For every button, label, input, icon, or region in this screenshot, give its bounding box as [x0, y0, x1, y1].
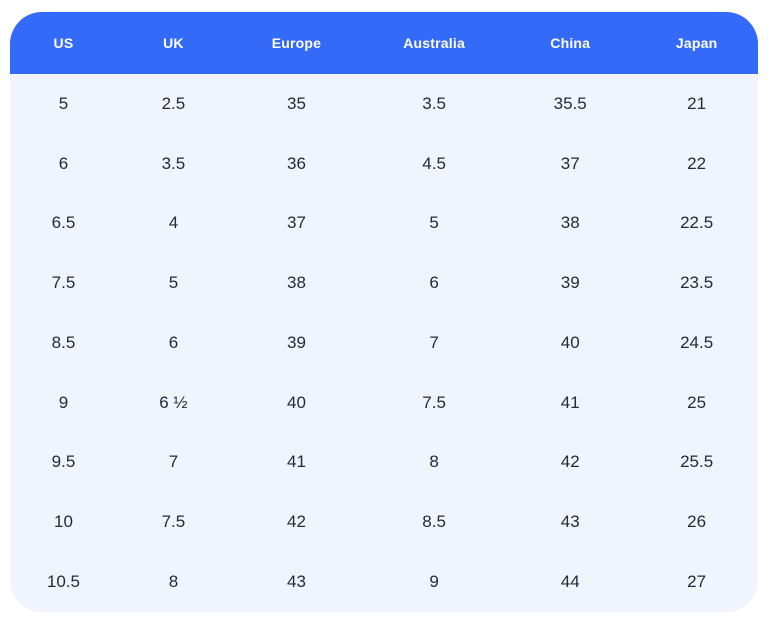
table-row: 10.5 8 43 9 44 27: [10, 552, 758, 612]
table-cell-china: 35.5: [505, 74, 636, 134]
table-cell-us: 10.5: [10, 552, 117, 612]
table-cell-europe: 43: [229, 552, 364, 612]
table-cell-australia: 7.5: [363, 372, 506, 433]
table-cell-japan: 22: [635, 133, 758, 194]
table-row: 9.5 7 41 8 42 25.5: [10, 432, 758, 493]
table-cell-uk: 3.5: [116, 133, 230, 194]
table-cell-japan: 24.5: [635, 313, 758, 373]
column-header-europe: Europe: [229, 12, 364, 74]
table-cell-australia: 6: [363, 253, 506, 314]
table-cell-china: 41: [505, 372, 636, 433]
table-header: US UK Europe Australia China Japan: [10, 12, 758, 74]
table-cell-us: 6.5: [10, 193, 117, 254]
table-cell-china: 43: [505, 492, 636, 553]
table-cell-europe: 36: [229, 133, 364, 194]
table-cell-us: 10: [10, 492, 117, 553]
table-cell-us: 9.5: [10, 432, 117, 493]
table-row: 10 7.5 42 8.5 43 26: [10, 492, 758, 553]
table-header-row: US UK Europe Australia China Japan: [10, 12, 758, 74]
table-body: 5 2.5 35 3.5 35.5 21 6 3.5 36 4.5 37 22 6.5 4 37 5 38 22.…: [10, 74, 758, 612]
table-cell-australia: 4.5: [363, 133, 506, 194]
table-row: 7.5 5 38 6 39 23.5: [10, 253, 758, 314]
column-header-china: China: [505, 12, 636, 74]
table-cell-japan: 21: [635, 74, 758, 134]
table-cell-us: 7.5: [10, 253, 117, 314]
table-cell-australia: 3.5: [363, 74, 506, 134]
table-cell-uk: 7.5: [116, 492, 230, 553]
table-cell-japan: 25.5: [635, 432, 758, 493]
table-row: 5 2.5 35 3.5 35.5 21: [10, 74, 758, 134]
table-cell-europe: 40: [229, 372, 364, 433]
table-cell-uk: 5: [116, 253, 230, 314]
table-cell-china: 42: [505, 432, 636, 493]
column-header-us: US: [10, 12, 117, 74]
table-cell-uk: 2.5: [116, 74, 230, 134]
table-cell-uk: 6: [116, 313, 230, 373]
column-header-australia: Australia: [363, 12, 506, 74]
table-cell-europe: 38: [229, 253, 364, 314]
table-cell-us: 8.5: [10, 313, 117, 373]
table-row: 8.5 6 39 7 40 24.5: [10, 313, 758, 373]
column-header-japan: Japan: [635, 12, 758, 74]
table-cell-us: 5: [10, 74, 117, 134]
table-cell-australia: 8: [363, 432, 506, 493]
table-cell-japan: 27: [635, 552, 758, 612]
table-cell-europe: 42: [229, 492, 364, 553]
table-cell-japan: 26: [635, 492, 758, 553]
table-cell-us: 9: [10, 372, 117, 433]
table-cell-china: 37: [505, 133, 636, 194]
table-cell-china: 44: [505, 552, 636, 612]
table-row: 6 3.5 36 4.5 37 22: [10, 133, 758, 194]
table-cell-australia: 8.5: [363, 492, 506, 553]
table-cell-japan: 22.5: [635, 193, 758, 254]
table-cell-us: 6: [10, 133, 117, 194]
shoe-size-conversion-table: US UK Europe Australia China Japan 5 2.5 35 3.5 3…: [10, 12, 758, 612]
table-cell-europe: 37: [229, 193, 364, 254]
table-cell-japan: 25: [635, 372, 758, 433]
column-header-uk: UK: [116, 12, 230, 74]
table-cell-china: 40: [505, 313, 636, 373]
table-cell-australia: 9: [363, 552, 506, 612]
table-cell-china: 39: [505, 253, 636, 314]
table-cell-china: 38: [505, 193, 636, 254]
table-cell-japan: 23.5: [635, 253, 758, 314]
table-cell-australia: 5: [363, 193, 506, 254]
table-cell-uk: 8: [116, 552, 230, 612]
table-cell-australia: 7: [363, 313, 506, 373]
table-row: 6.5 4 37 5 38 22.5: [10, 193, 758, 254]
table-cell-uk: 7: [116, 432, 230, 493]
size-conversion-card: US UK Europe Australia China Japan 5 2.5 35 3.5 3…: [10, 12, 758, 612]
table-cell-europe: 39: [229, 313, 364, 373]
table-cell-uk: 6 ½: [116, 372, 230, 433]
table-cell-europe: 41: [229, 432, 364, 493]
table-cell-uk: 4: [116, 193, 230, 254]
table-cell-europe: 35: [229, 74, 364, 134]
